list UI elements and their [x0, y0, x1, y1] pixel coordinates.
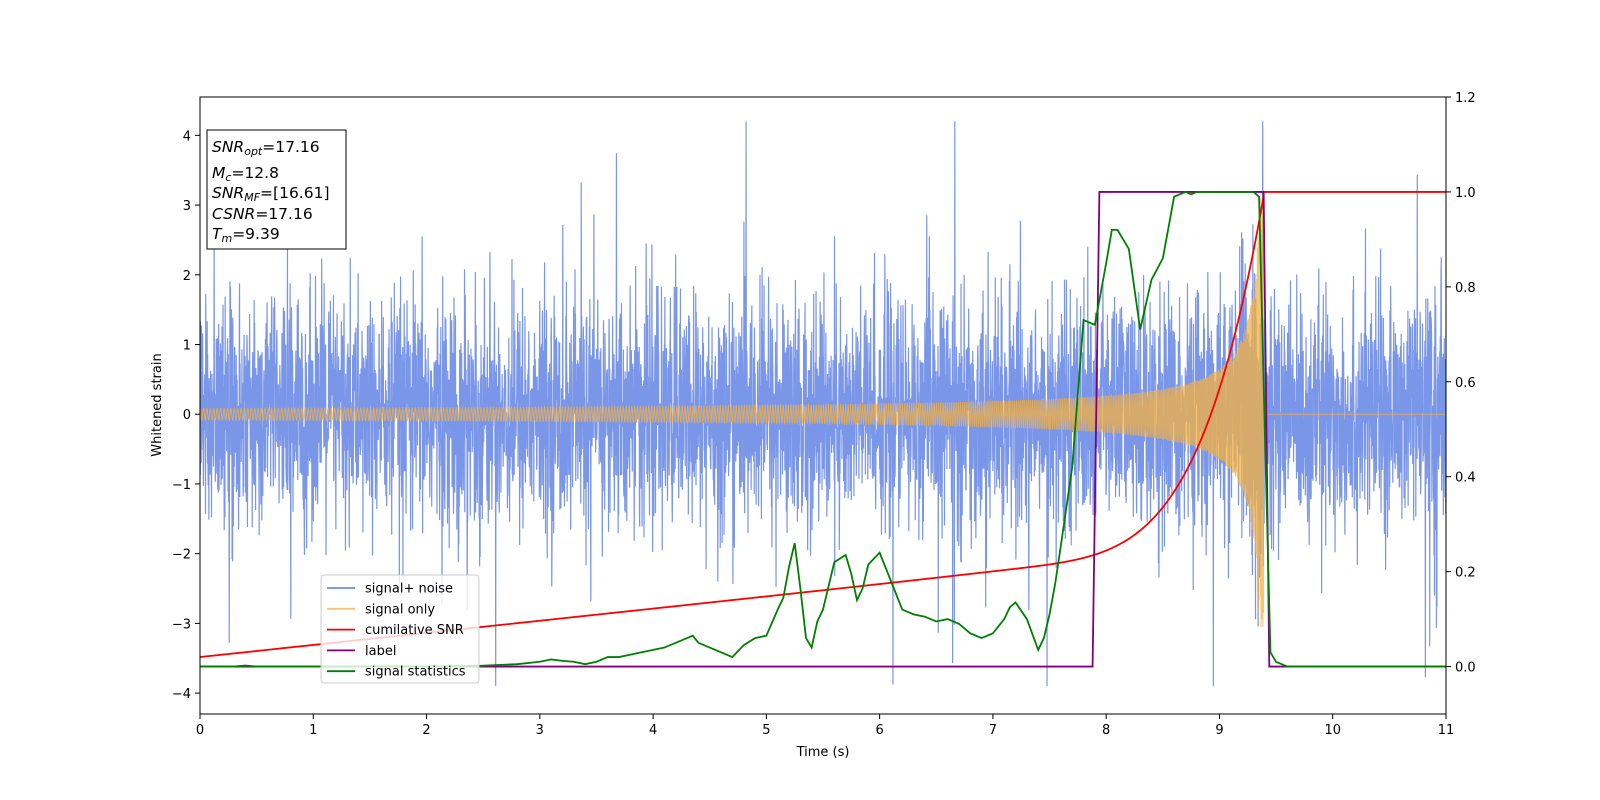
- annotation-line: Tm=9.39: [212, 225, 280, 245]
- y2-tick-label: 0.6: [1455, 376, 1476, 391]
- series-line-signal-statistics: [200, 190, 1446, 668]
- annotation-line: Mc=12.8: [212, 164, 279, 184]
- x-tick-label: 10: [1324, 723, 1341, 738]
- y2-tick-label: 1.0: [1455, 186, 1476, 201]
- x-axis-label: Time (s): [796, 745, 850, 760]
- x-tick-label: 8: [1102, 723, 1110, 738]
- x-axis: 0 1 2 3 4 5 6 7 8 9 10 11: [196, 714, 1454, 738]
- y-tick-label: −1: [172, 478, 191, 493]
- y-tick-label: −4: [172, 687, 191, 702]
- y-axis-label: Whitened strain: [150, 353, 165, 456]
- y-tick-label: 4: [183, 129, 191, 144]
- x-tick-label: 6: [875, 723, 883, 738]
- y2-tick-label: 1.2: [1455, 91, 1476, 106]
- x-tick-label: 2: [422, 723, 430, 738]
- annotation-line: CSNR=17.16: [212, 205, 313, 223]
- legend-entry: label: [365, 644, 396, 659]
- x-tick-label: 7: [989, 723, 997, 738]
- legend-entry: cumilative SNR: [365, 623, 464, 638]
- x-tick-label: 9: [1215, 723, 1223, 738]
- legend-entry: signal only: [365, 602, 435, 617]
- x-tick-label: 1: [309, 723, 317, 738]
- y-axis-right: 0.0 0.2 0.4 0.6 0.8 1.0 1.2: [1446, 91, 1476, 676]
- y2-tick-label: 0.2: [1455, 566, 1476, 581]
- legend: signal+ noise signal only cumilative SNR la…: [320, 574, 480, 684]
- y-tick-label: 1: [183, 338, 191, 353]
- legend-entry: signal statistics: [365, 665, 466, 680]
- y-tick-label: 0: [183, 408, 191, 423]
- y-tick-label: 2: [183, 269, 191, 284]
- y-tick-label: −2: [172, 548, 191, 563]
- y2-tick-label: 0.8: [1455, 281, 1476, 296]
- x-tick-label: 5: [762, 723, 770, 738]
- series-line-signal-only: [200, 198, 1446, 628]
- plot-frame: [199, 96, 1447, 715]
- x-tick-label: 3: [536, 723, 544, 738]
- x-tick-label: 11: [1438, 723, 1455, 738]
- y2-tick-label: 0.0: [1455, 661, 1476, 676]
- legend-entry: signal+ noise: [365, 582, 453, 597]
- x-tick-label: 0: [196, 723, 204, 738]
- x-tick-label: 4: [649, 723, 657, 738]
- legend-frame: [320, 574, 480, 684]
- annotation-frame: [206, 129, 347, 250]
- annotation-line: SNRopt=17.16: [212, 138, 320, 158]
- y-tick-label: −3: [172, 617, 191, 632]
- annotation-line: SNRMF=[16.61]: [212, 184, 330, 204]
- stats-annotation-box: SNRopt=17.16 Mc=12.8SNRMF=[16.61]CSNR=17.…: [206, 129, 347, 250]
- y-tick-label: 3: [183, 199, 191, 214]
- y-axis-left: −4 −3 −2 −1 0 1 2 3 4: [172, 129, 200, 702]
- y2-tick-label: 0.4: [1455, 471, 1476, 486]
